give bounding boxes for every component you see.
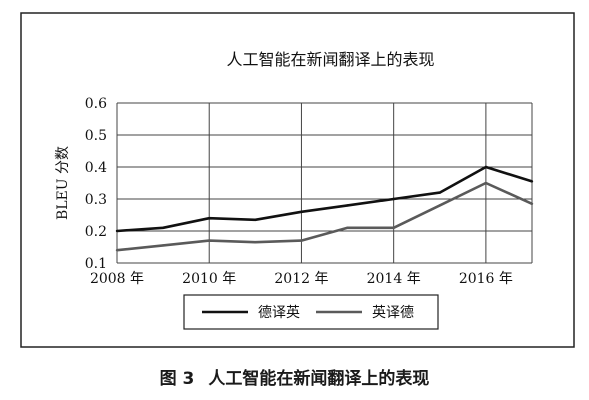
data-point [346,204,349,207]
line-chart: 人工智能在新闻翻译上的表现 0.1 0.2 0.3 0.4 0.5 0.6 2008 年 201… [20,12,575,348]
chart-frame: 人工智能在新闻翻译上的表现 0.1 0.2 0.3 0.4 0.5 0.6 2008 年 201… [20,12,575,348]
x-tick-label: 2008 年 [90,271,144,287]
data-point [484,181,488,185]
data-point [392,226,395,229]
data-point [530,180,534,183]
x-tick-label: 2014 年 [367,271,421,287]
data-point [208,217,211,220]
data-point [392,197,395,201]
data-point [346,226,349,229]
data-point [115,249,119,252]
data-point [300,239,303,242]
caption-text: 人工智能在新闻翻译上的表现 [208,369,430,389]
y-tick-label: 0.2 [85,224,107,240]
y-tick-label: 0.4 [85,160,107,176]
data-point [438,204,441,207]
x-tick-label: 2012 年 [274,271,328,287]
outer-frame [20,12,575,348]
series-line-1 [116,165,533,233]
y-tick-label: 0.1 [85,256,107,272]
x-tick-label: 2016 年 [459,271,513,287]
data-point [530,202,534,205]
y-tick-label: 0.3 [85,192,107,208]
data-point [161,244,165,247]
legend-label-1: 德译英 [258,304,300,321]
figure-caption: 图 3 人工智能在新闻翻译上的表现 [0,364,589,389]
x-tick-label: 2010 年 [182,271,236,287]
legend-label-2: 英译德 [372,304,414,321]
data-point [300,210,303,213]
y-tick-label: 0.5 [85,128,107,144]
y-axis-label: BLEU 分数 [55,146,71,220]
caption-number: 图 3 [159,369,195,389]
y-tick-label: 0.6 [85,96,107,112]
data-point [161,226,165,229]
data-point [115,229,119,233]
chart-title: 人工智能在新闻翻译上的表现 [226,50,434,69]
data-point [254,241,257,244]
data-point [484,165,488,169]
series-line-2 [116,181,533,252]
data-point [438,191,441,194]
data-point [254,218,257,221]
data-point [208,239,211,242]
